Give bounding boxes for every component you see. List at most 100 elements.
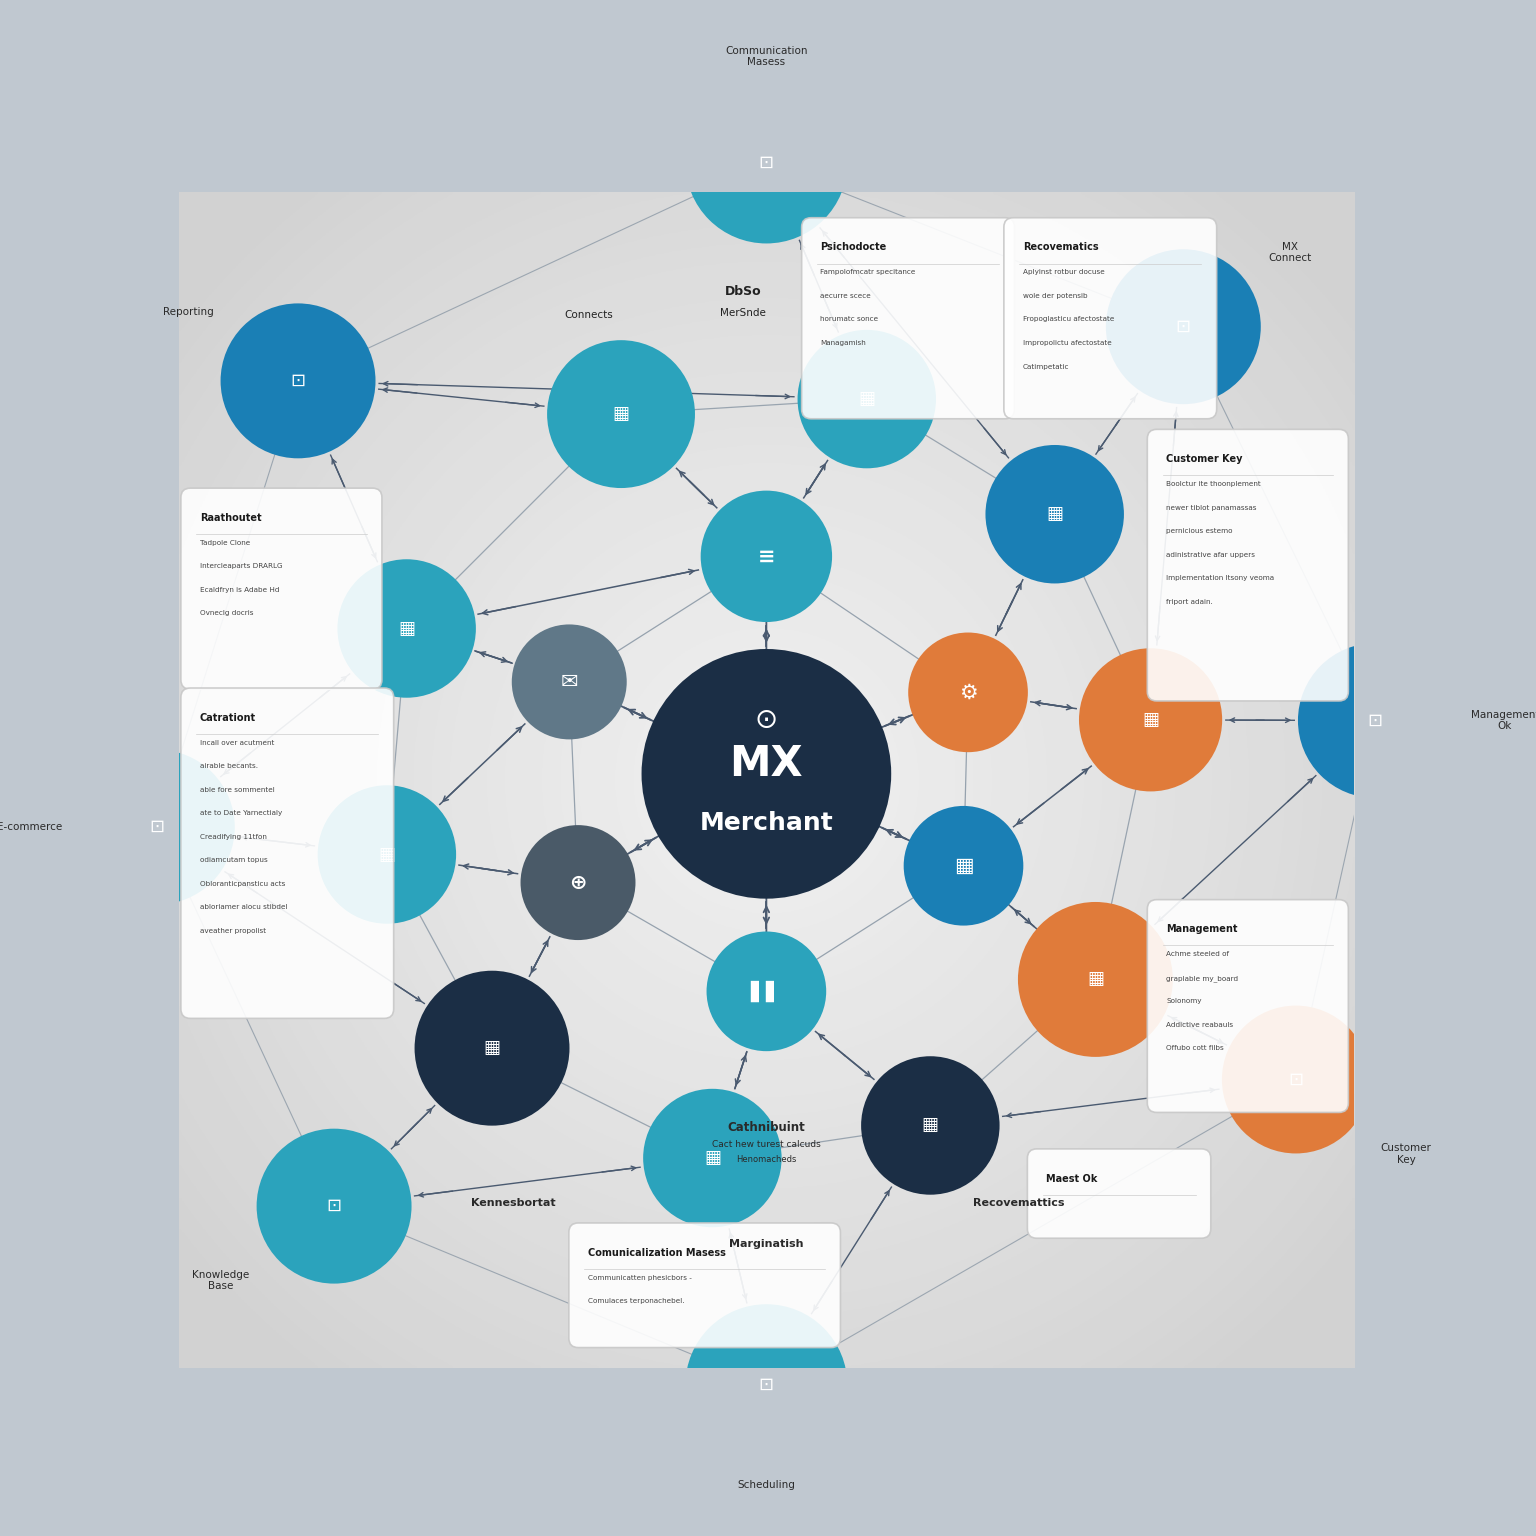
Circle shape <box>416 972 568 1124</box>
Text: Impropolictu afectostate: Impropolictu afectostate <box>1023 339 1112 346</box>
Circle shape <box>522 826 634 938</box>
FancyBboxPatch shape <box>181 488 382 690</box>
Text: ▌▌: ▌▌ <box>751 980 782 1001</box>
Text: ⊡: ⊡ <box>759 1376 774 1395</box>
Text: Intercleaparts DRARLG: Intercleaparts DRARLG <box>200 564 283 570</box>
Text: Obloranticpansticu acts: Obloranticpansticu acts <box>200 880 286 886</box>
Text: MerSnde: MerSnde <box>720 307 766 318</box>
Circle shape <box>338 561 475 697</box>
Text: Fampolofmcatr specitance: Fampolofmcatr specitance <box>820 269 915 275</box>
Text: ⊡: ⊡ <box>1369 711 1382 730</box>
Text: ▦: ▦ <box>398 619 415 637</box>
FancyBboxPatch shape <box>1005 218 1217 419</box>
Text: Ecaldfryn is Adabe Hd: Ecaldfryn is Adabe Hd <box>200 587 280 593</box>
Text: ▦: ▦ <box>378 845 395 863</box>
Text: Scheduling: Scheduling <box>737 1481 796 1490</box>
Text: wole der potensib: wole der potensib <box>1023 293 1087 300</box>
Text: ▦: ▦ <box>1143 711 1160 730</box>
Circle shape <box>702 492 831 621</box>
Text: E-commerce: E-commerce <box>0 822 61 833</box>
Text: Cact hew turest calcuds: Cact hew turest calcuds <box>713 1140 820 1149</box>
Circle shape <box>644 650 889 897</box>
Text: Knowledge
Base: Knowledge Base <box>192 1270 249 1292</box>
Circle shape <box>548 341 694 487</box>
Text: Catimpetatic: Catimpetatic <box>1023 364 1069 370</box>
Text: ▦: ▦ <box>922 1117 938 1135</box>
Text: Connects: Connects <box>565 310 613 321</box>
Text: Merchant: Merchant <box>699 811 833 836</box>
Text: ≡: ≡ <box>757 547 776 567</box>
Circle shape <box>1299 644 1452 797</box>
Text: Raathoutet: Raathoutet <box>200 513 261 522</box>
Text: Customer
Key: Customer Key <box>1381 1143 1432 1164</box>
Text: Incall over acutment: Incall over acutment <box>200 740 273 746</box>
Text: Management: Management <box>1166 925 1238 934</box>
Circle shape <box>909 633 1028 751</box>
FancyBboxPatch shape <box>181 688 393 1018</box>
Text: Management
Ok: Management Ok <box>1470 710 1536 731</box>
Text: Catrationt: Catrationt <box>200 713 257 723</box>
Circle shape <box>799 330 935 467</box>
Circle shape <box>1107 250 1260 402</box>
Text: friport adain.: friport adain. <box>1166 599 1213 605</box>
Circle shape <box>258 1129 410 1283</box>
FancyBboxPatch shape <box>802 218 1014 419</box>
Text: Offubo cott filbs: Offubo cott filbs <box>1166 1046 1224 1052</box>
Circle shape <box>708 932 825 1051</box>
Text: Boolctur ite thoonplement: Boolctur ite thoonplement <box>1166 481 1261 487</box>
Text: odiamcutam topus: odiamcutam topus <box>200 857 267 863</box>
Text: ⊡: ⊡ <box>327 1197 341 1215</box>
Text: Managamish: Managamish <box>820 339 866 346</box>
Text: Communication
Masess: Communication Masess <box>725 46 808 68</box>
Text: Recovemattics: Recovemattics <box>974 1198 1064 1207</box>
Text: Comunicalization Masess: Comunicalization Masess <box>588 1247 725 1258</box>
Text: adinistrative afar uppers: adinistrative afar uppers <box>1166 551 1255 558</box>
Text: ⊡: ⊡ <box>151 819 164 836</box>
Text: ▦: ▦ <box>703 1149 720 1167</box>
Text: graplable my_board: graplable my_board <box>1166 975 1238 982</box>
Text: aecurre scece: aecurre scece <box>820 293 871 300</box>
FancyBboxPatch shape <box>1147 430 1349 700</box>
Circle shape <box>687 83 846 243</box>
Text: Tadpole Clone: Tadpole Clone <box>200 539 250 545</box>
Text: ✉: ✉ <box>561 671 578 691</box>
Text: ▦: ▦ <box>1046 505 1063 524</box>
Text: ⊡: ⊡ <box>1175 318 1190 336</box>
Text: Reporting: Reporting <box>163 307 214 318</box>
Text: Addictive reabauls: Addictive reabauls <box>1166 1021 1233 1028</box>
Text: Henomacheds: Henomacheds <box>736 1155 797 1164</box>
Text: Achme steeled of: Achme steeled of <box>1166 951 1229 957</box>
Text: ate to Date Yarnectialy: ate to Date Yarnectialy <box>200 811 283 816</box>
Text: able fore sommentel: able fore sommentel <box>200 786 275 793</box>
Circle shape <box>318 786 455 923</box>
Text: horumatc sonce: horumatc sonce <box>820 316 879 323</box>
Text: ⊡: ⊡ <box>1289 1071 1304 1089</box>
Text: Fropoglasticu afectostate: Fropoglasticu afectostate <box>1023 316 1114 323</box>
Circle shape <box>644 1091 780 1226</box>
Text: Kennesbortat: Kennesbortat <box>472 1198 556 1207</box>
FancyBboxPatch shape <box>1147 900 1349 1112</box>
Text: ▦: ▦ <box>1087 971 1104 989</box>
Circle shape <box>221 304 375 458</box>
Text: Solonomy: Solonomy <box>1166 998 1201 1005</box>
Text: Communicatten phesicbors -: Communicatten phesicbors - <box>588 1275 691 1281</box>
Text: Aplyinst rotbur docuse: Aplyinst rotbur docuse <box>1023 269 1104 275</box>
Text: Marginatish: Marginatish <box>730 1240 803 1249</box>
Text: MX: MX <box>730 743 803 785</box>
Text: Psichodocte: Psichodocte <box>820 243 886 252</box>
Text: airable becants.: airable becants. <box>200 763 258 770</box>
Text: newer tiblot panamassas: newer tiblot panamassas <box>1166 505 1256 510</box>
Text: DbSo: DbSo <box>725 286 762 298</box>
Text: Implementation Itsony veoma: Implementation Itsony veoma <box>1166 574 1275 581</box>
Text: abloriamer alocu stibdel: abloriamer alocu stibdel <box>200 905 287 911</box>
Text: ▦: ▦ <box>613 406 630 422</box>
Text: ▦: ▦ <box>954 856 974 876</box>
Text: ▦: ▦ <box>859 390 876 409</box>
Text: Creadifying 11tfon: Creadifying 11tfon <box>200 834 267 840</box>
Text: Comulaces terponachebel.: Comulaces terponachebel. <box>588 1298 684 1304</box>
Text: Maest Ok: Maest Ok <box>1046 1174 1098 1184</box>
Circle shape <box>1018 903 1172 1055</box>
Circle shape <box>986 445 1123 582</box>
Circle shape <box>513 625 625 739</box>
Circle shape <box>81 751 233 903</box>
